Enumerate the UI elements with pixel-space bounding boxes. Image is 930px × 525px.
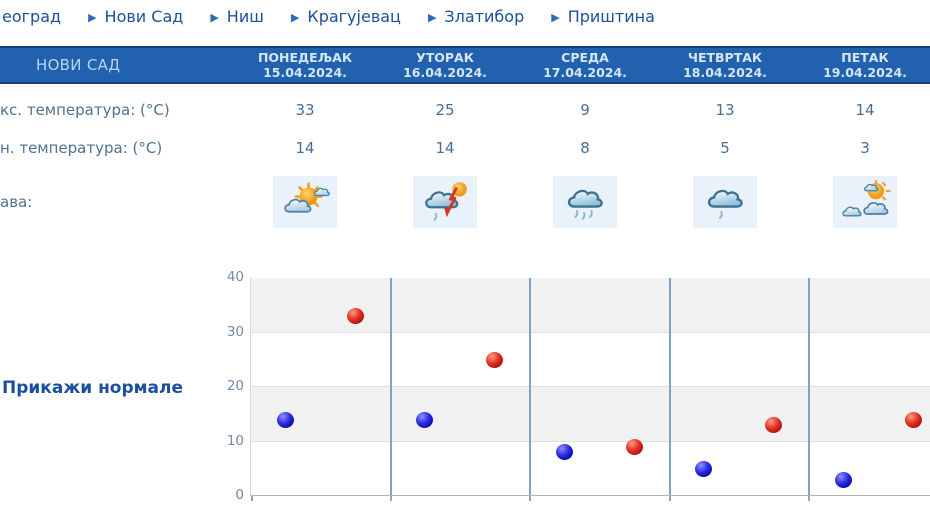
- nav-item-label: еоград: [2, 7, 62, 26]
- min-temp-value: 3: [860, 139, 870, 157]
- show-normals-link[interactable]: Прикажи нормале: [2, 378, 184, 398]
- min-temp-point: [834, 471, 852, 488]
- day-header-thursday: ЧЕТВРТАК 18.04.2024.: [655, 50, 795, 80]
- max-temp-point: [346, 308, 364, 325]
- day-separator-line: [389, 278, 392, 495]
- max-temp-value: 33: [295, 101, 315, 119]
- y-axis-tick-label: 40: [226, 269, 244, 285]
- thunderstorm-with-sun-icon: [413, 176, 477, 228]
- day-name: ПЕТАК: [841, 50, 889, 65]
- weather-cell-thursday: [655, 176, 795, 228]
- max-temp-value: 13: [715, 101, 735, 119]
- max-temp-value: 14: [855, 101, 875, 119]
- day-header-friday: ПЕТАК 19.04.2024.: [795, 50, 930, 80]
- day-date: 17.04.2024.: [543, 65, 627, 80]
- weather-cell-wednesday: [515, 176, 655, 228]
- min-temp-value: 8: [580, 139, 590, 157]
- nav-arrow-icon: ▶: [427, 11, 437, 24]
- sun-behind-clouds-icon: [273, 176, 337, 228]
- nav-item-nis[interactable]: ▶ Ниш: [210, 7, 264, 26]
- chart-band: [251, 387, 930, 442]
- max-temp-row: кс. температура: (°C) 33 25 9 13 14: [0, 101, 930, 119]
- nav-item-pristina[interactable]: ▶ Приштина: [551, 7, 655, 26]
- weather-row-label: ава:: [0, 193, 33, 211]
- y-axis-tick-label: 10: [226, 432, 244, 449]
- x-axis-tick: [668, 496, 671, 501]
- weather-icons-row: ава:: [0, 176, 930, 228]
- day-date: 18.04.2024.: [683, 65, 767, 80]
- day-separator-line: [668, 278, 671, 495]
- x-axis-tick: [389, 496, 392, 501]
- day-date: 19.04.2024.: [823, 65, 907, 80]
- day-date: 16.04.2024.: [403, 65, 487, 80]
- day-separator-line: [529, 278, 531, 495]
- min-temp-point: [695, 460, 712, 477]
- max-temp-point: [765, 417, 782, 434]
- y-axis-tick-label: 30: [226, 323, 244, 340]
- min-temp-value: 14: [295, 139, 315, 157]
- nav-arrow-icon: ▶: [88, 11, 97, 24]
- nav-arrow-icon: ▶: [210, 11, 219, 24]
- day-name: СРЕДА: [561, 50, 609, 65]
- nav-item-label: Нови Сад: [104, 7, 184, 26]
- x-axis-tick: [808, 496, 810, 501]
- day-header-monday: ПОНЕДЕЉАК 15.04.2024.: [235, 50, 375, 80]
- max-temp-label: кс. температура: (°C): [0, 101, 170, 119]
- city-title: НОВИ САД: [36, 56, 121, 74]
- chart-band: [251, 278, 930, 333]
- nav-item-zlatibor[interactable]: ▶ Златибор: [428, 7, 524, 26]
- y-axis-tick-label: 0: [235, 487, 244, 503]
- min-temp-point: [416, 411, 433, 428]
- day-date: 15.04.2024.: [263, 65, 347, 80]
- nav-arrow-icon: ▶: [551, 11, 560, 24]
- forecast-table-header: НОВИ САД ПОНЕДЕЉАК 15.04.2024. УТОРАК 16…: [0, 46, 930, 84]
- day-name: ЧЕТВРТАК: [687, 50, 763, 65]
- day-header-wednesday: СРЕДА 17.04.2024.: [515, 50, 655, 80]
- max-temp-point: [486, 351, 503, 368]
- min-temp-value: 14: [435, 139, 455, 157]
- light-rain-icon: [693, 176, 757, 228]
- max-temp-point: [625, 438, 643, 455]
- weather-cell-friday: [795, 176, 930, 228]
- chart-band: [251, 333, 930, 387]
- day-name: УТОРАК: [416, 50, 474, 65]
- x-axis-tick: [529, 496, 531, 501]
- min-temp-point: [555, 444, 573, 461]
- day-separator-line: [808, 278, 810, 495]
- max-temp-value: 25: [435, 101, 455, 119]
- nav-arrow-icon: ▶: [290, 11, 300, 24]
- min-temp-value: 5: [720, 139, 730, 157]
- temperature-chart-plot: [250, 278, 930, 501]
- nav-item-label: Крагујевац: [307, 7, 401, 26]
- nav-item-beograd[interactable]: еоград: [2, 7, 61, 26]
- nav-item-label: Ниш: [226, 7, 264, 26]
- partly-cloudy-icon: [833, 176, 897, 228]
- min-temp-row: н. температура: (°C) 14 14 8 5 3: [0, 139, 930, 157]
- city-nav: еоград ▶ Нови Сад ▶ Ниш ▶ Крагујевац ▶ З…: [2, 7, 655, 26]
- max-temp-value: 9: [580, 101, 590, 119]
- max-temp-point: [904, 411, 922, 428]
- nav-item-kragujevac[interactable]: ▶ Крагујевац: [291, 7, 401, 26]
- nav-item-novi-sad[interactable]: ▶ Нови Сад: [88, 7, 183, 26]
- min-temp-point: [276, 411, 294, 428]
- nav-item-label: Приштина: [567, 7, 655, 26]
- min-temp-label: н. температура: (°C): [0, 139, 163, 157]
- weather-cell-monday: [235, 176, 375, 228]
- y-axis-tick-label: 20: [226, 378, 244, 394]
- x-axis-tick: [251, 496, 253, 501]
- nav-item-label: Златибор: [444, 7, 525, 26]
- rain-icon: [553, 176, 617, 228]
- day-header-tuesday: УТОРАК 16.04.2024.: [375, 50, 515, 80]
- weather-cell-tuesday: [375, 176, 515, 228]
- chart-band: [251, 442, 930, 497]
- day-name: ПОНЕДЕЉАК: [257, 50, 353, 65]
